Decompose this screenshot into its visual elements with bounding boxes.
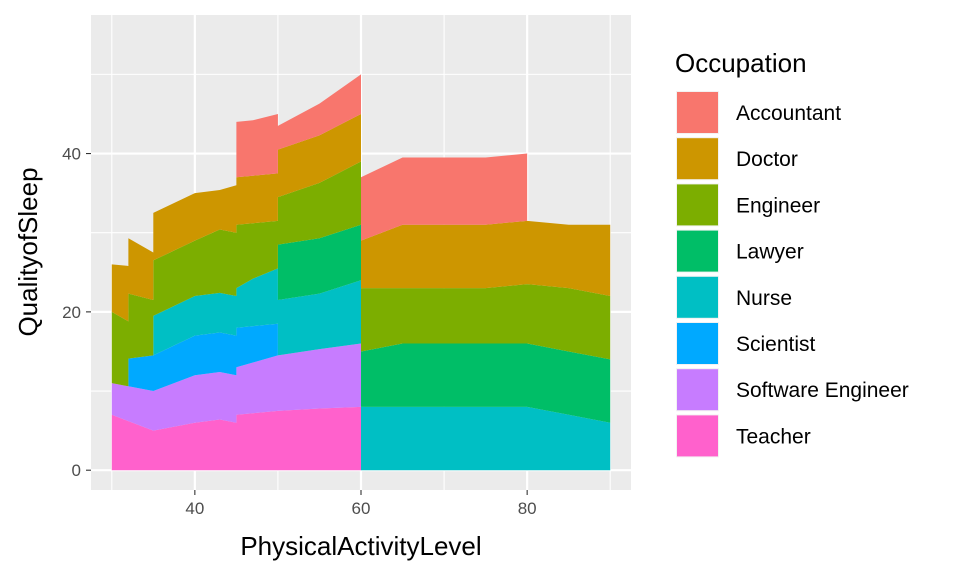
x-tick-label: 40 — [185, 499, 204, 518]
area-engineer — [111, 161, 611, 387]
legend-swatch — [677, 415, 718, 457]
y-tick-label: 20 — [62, 303, 81, 322]
legend-label: Software Engineer — [736, 379, 909, 402]
legend-label: Engineer — [736, 194, 820, 217]
legend-swatch — [677, 323, 718, 364]
legend-swatch — [677, 369, 718, 411]
legend-label: Teacher — [736, 425, 811, 448]
legend-swatch — [677, 276, 718, 318]
legend-swatch — [677, 184, 718, 226]
legend-label: Scientist — [736, 333, 816, 356]
legend: Occupation Accountant Doctor Engineer Lawye… — [675, 48, 909, 458]
plot-areas — [111, 74, 611, 471]
area-accountant — [111, 74, 611, 266]
y-tick-label: 40 — [62, 145, 81, 164]
y-axis-title: QualityofSleep — [13, 167, 43, 336]
legend-label: Doctor — [736, 148, 798, 171]
y-tick-label: 0 — [72, 461, 81, 480]
area-nurse — [111, 268, 611, 471]
area-lawyer — [111, 224, 611, 423]
legend-label: Lawyer — [736, 241, 804, 264]
x-tick-label: 60 — [352, 499, 371, 518]
area-teacher — [111, 406, 611, 471]
x-axis: 40 60 80 — [185, 490, 537, 518]
legend-swatch — [677, 92, 718, 133]
legend-swatch — [677, 138, 718, 180]
area-software-engineer — [111, 343, 611, 471]
x-axis-title: PhysicalActivityLevel — [240, 531, 481, 561]
y-axis: 0 20 40 — [62, 145, 91, 480]
area-doctor — [111, 113, 611, 322]
x-tick-label: 80 — [518, 499, 537, 518]
legend-title: Occupation — [675, 48, 807, 78]
legend-label: Nurse — [736, 287, 792, 310]
legend-label: Accountant — [736, 102, 841, 125]
area-scientist — [111, 323, 611, 471]
legend-swatch — [677, 230, 718, 272]
